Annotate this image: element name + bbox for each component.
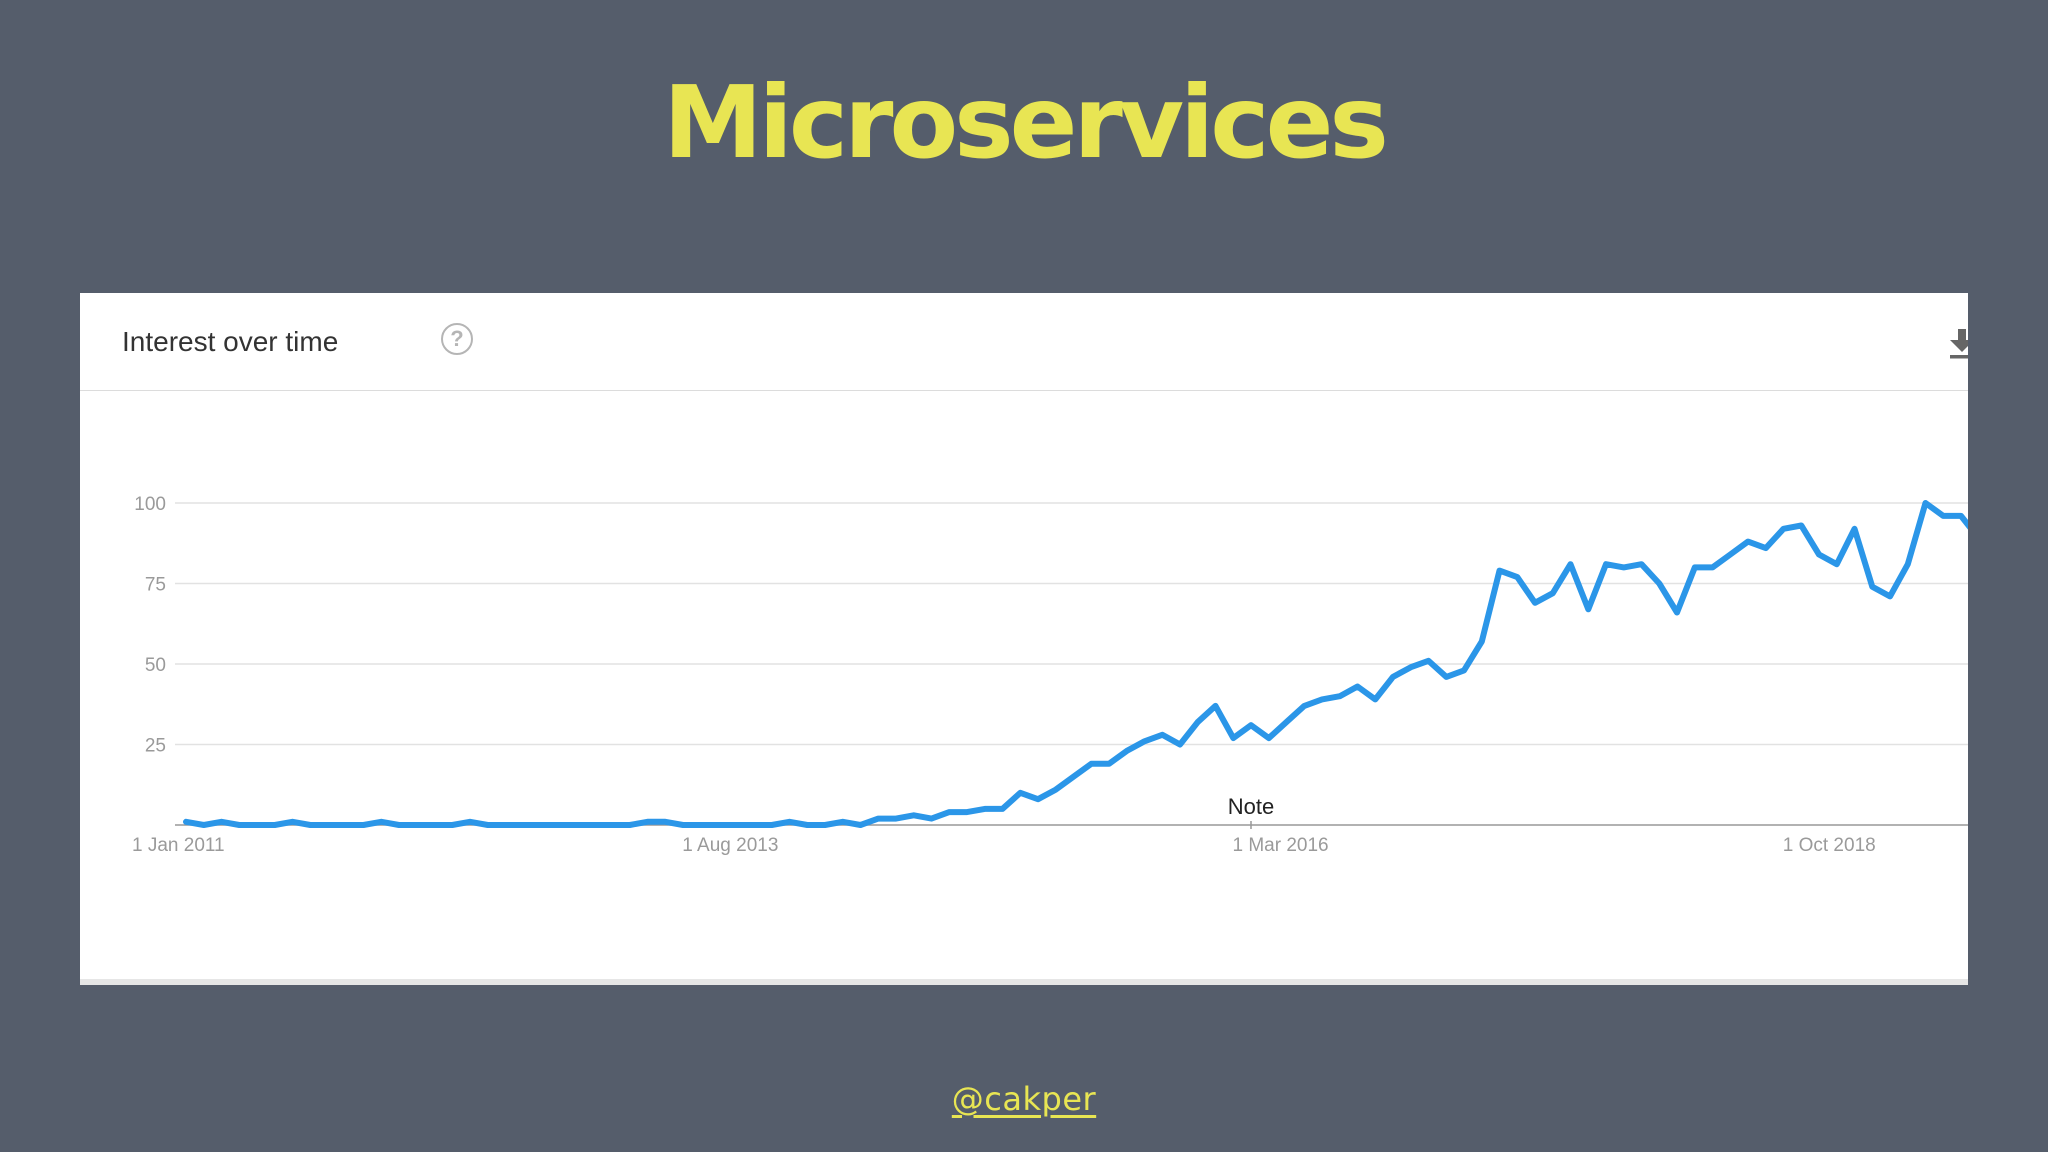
card-title: Interest over time [122, 326, 339, 357]
gridlines [175, 502, 1968, 746]
x-axis-ticks: 1 Jan 2011 1 Aug 2013 1 Mar 2016 1 Oct 2018 [132, 835, 1876, 856]
x-tick-label: 1 Mar 2016 [1233, 835, 1329, 856]
card-header: Interest over time ? [80, 293, 1968, 391]
x-tick-label: 1 Aug 2013 [682, 835, 778, 856]
series-line [183, 500, 1968, 828]
trends-card: Interest over time ? 25 50 75 100 1 Jan 201… [80, 293, 1968, 985]
footer-handle[interactable]: @cakper [951, 1080, 1097, 1118]
y-axis-ticks: 25 50 75 100 [134, 494, 166, 757]
y-tick-label: 25 [145, 736, 166, 757]
x-tick-label: 1 Jan 2011 [132, 835, 225, 856]
y-tick-label: 50 [145, 655, 166, 676]
x-tick-label: 1 Oct 2018 [1783, 835, 1876, 856]
download-icon[interactable] [1946, 325, 1968, 361]
y-tick-label: 75 [145, 575, 166, 596]
slide-title: Microservices [663, 64, 1389, 181]
annotation: Note [1228, 794, 1274, 829]
annotation-note[interactable]: Note [1228, 794, 1274, 819]
line-chart: 25 50 75 100 1 Jan 2011 1 Aug 2013 1 Mar 2016… [132, 494, 1968, 856]
help-circle-icon[interactable]: ? [441, 323, 473, 355]
y-tick-label: 100 [134, 494, 166, 515]
